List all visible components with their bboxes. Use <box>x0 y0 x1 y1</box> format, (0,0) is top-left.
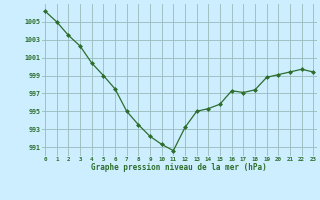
X-axis label: Graphe pression niveau de la mer (hPa): Graphe pression niveau de la mer (hPa) <box>91 163 267 172</box>
